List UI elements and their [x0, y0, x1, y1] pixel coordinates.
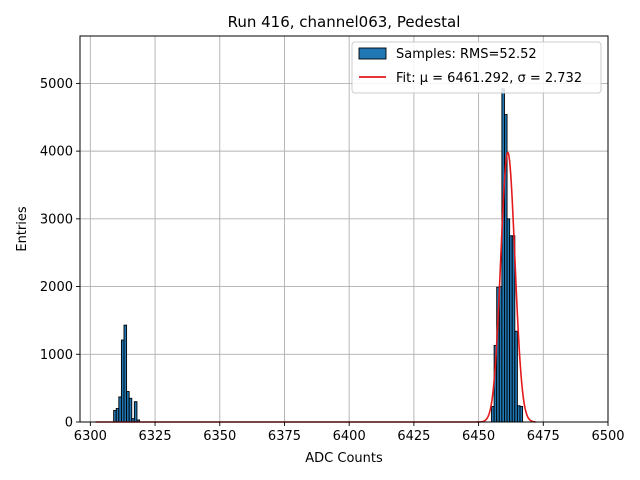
y-tick-label: 3000	[40, 212, 73, 227]
x-tick-label: 6375	[268, 429, 301, 444]
x-axis-label: ADC Counts	[305, 451, 383, 466]
y-tick-label: 4000	[40, 145, 73, 160]
legend-box	[351, 41, 602, 94]
x-tick-label: 6350	[203, 429, 236, 444]
x-tick-label: 6300	[74, 429, 107, 444]
axis-ticks: 6300 6325 6350 6375 6400 6425 6450 6475 6500 0 100…	[40, 77, 625, 444]
y-tick-label: 5000	[40, 77, 73, 92]
x-tick-label: 6400	[333, 429, 366, 444]
x-tick-label: 6475	[527, 429, 560, 444]
histogram-bar	[133, 401, 138, 423]
legend-samples-swatch	[358, 47, 387, 60]
y-tick-label: 2000	[40, 280, 73, 295]
legend-samples-label: Samples: RMS=52.52	[396, 47, 537, 62]
legend-fit-label: Fit: μ = 6461.292, σ = 2.732	[396, 71, 582, 86]
x-tick-label: 6325	[139, 429, 172, 444]
y-axis-label: Entries	[15, 206, 30, 252]
x-tick-label: 6425	[397, 429, 430, 444]
y-tick-label: 1000	[40, 348, 73, 363]
chart-title: Run 416, channel063, Pedestal	[228, 13, 461, 31]
x-tick-label: 6450	[462, 429, 495, 444]
plot-frame	[79, 35, 609, 423]
histogram-bar	[519, 405, 524, 423]
legend: Samples: RMS=52.52 Fit: μ = 6461.292, σ …	[351, 41, 602, 94]
x-tick-label: 6500	[591, 429, 624, 444]
y-tick-label: 0	[65, 416, 73, 431]
